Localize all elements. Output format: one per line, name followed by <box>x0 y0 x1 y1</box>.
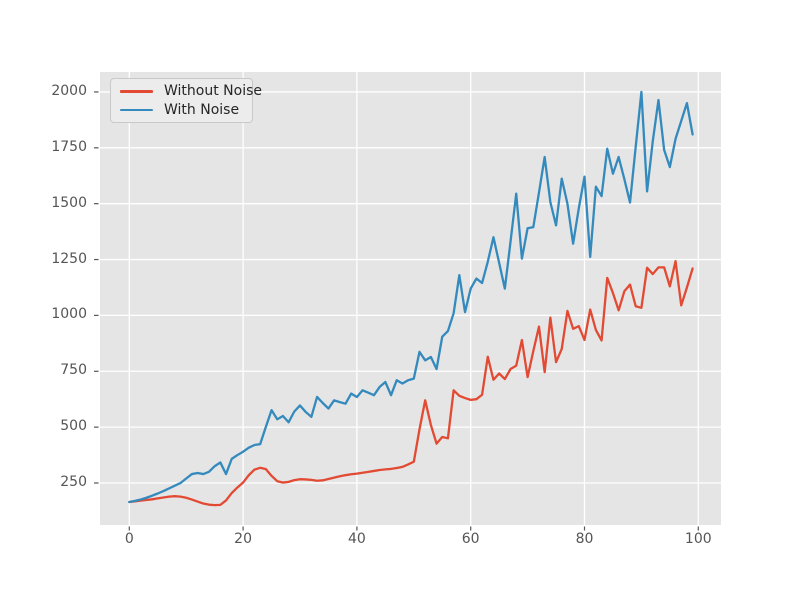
y-tick-label: 1750 <box>51 138 87 155</box>
y-tick-label: 250 <box>60 474 87 490</box>
y-tick-label: 2000 <box>51 82 87 99</box>
x-tick-label: 20 <box>234 531 253 547</box>
legend-label-without-noise: Without Noise <box>164 83 262 100</box>
x-tick-label: 80 <box>575 531 594 547</box>
legend-line-swatch-without-noise <box>120 90 153 93</box>
legend-line-swatch-with-noise <box>120 108 153 111</box>
series-line-without-noise <box>128 259 694 507</box>
x-tick-label: 60 <box>461 531 480 547</box>
legend: Without Noise With Noise <box>110 78 262 123</box>
plot-area <box>100 72 721 525</box>
series-line-with-noise <box>128 90 694 504</box>
y-tick-label: 750 <box>60 362 87 379</box>
x-tick-label: 0 <box>124 531 134 547</box>
x-tick-label: 40 <box>347 531 366 547</box>
legend-item-with-noise: With Noise <box>111 101 252 119</box>
y-tick-label: 1250 <box>51 250 87 267</box>
y-tick-label: 500 <box>60 418 87 435</box>
y-tick-label: 1000 <box>51 306 87 323</box>
y-tick-label: 1500 <box>51 194 87 211</box>
x-tick-label: 100 <box>684 531 712 547</box>
legend-label-with-noise: With Noise <box>164 101 240 118</box>
legend-item-without-noise: Without Noise <box>111 82 262 100</box>
